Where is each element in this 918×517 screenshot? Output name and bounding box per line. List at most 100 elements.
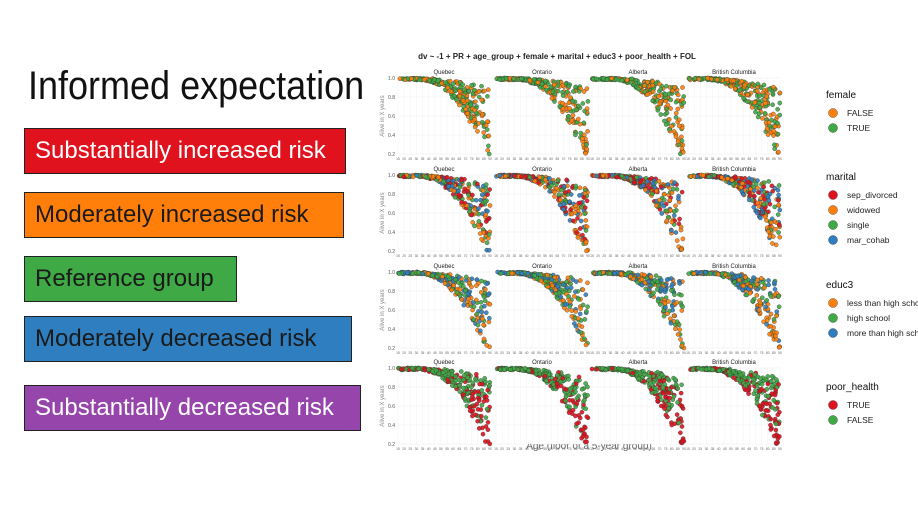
data-point (679, 247, 684, 252)
x-tick-label: 60 (549, 351, 553, 355)
facet-label: Ontario (532, 70, 552, 76)
data-point (624, 175, 630, 180)
data-point (656, 105, 661, 111)
data-point (416, 270, 422, 275)
data-point (756, 111, 762, 116)
data-point (771, 133, 776, 138)
data-point (671, 129, 677, 134)
x-tick-label: 60 (549, 157, 553, 161)
x-tick-label: 20 (596, 254, 600, 258)
data-point (692, 76, 698, 81)
data-point (768, 427, 774, 432)
data-point (664, 218, 670, 224)
data-point (472, 403, 477, 409)
data-point (742, 82, 748, 88)
data-point (486, 247, 492, 253)
data-point (661, 390, 666, 396)
y-tick-label: 0.8 (388, 385, 395, 391)
facet-label: British Columbia (712, 360, 756, 366)
data-point (585, 280, 590, 286)
data-point (755, 393, 761, 398)
data-point (485, 119, 490, 124)
data-point (731, 375, 736, 380)
data-point (677, 216, 682, 222)
data-point (681, 149, 686, 155)
data-point (673, 326, 678, 332)
data-point (678, 390, 684, 396)
x-tick-label: 25 (506, 351, 510, 355)
data-point (776, 293, 781, 299)
data-point (584, 439, 589, 445)
data-point (572, 293, 577, 299)
x-tick-label: 55 (639, 157, 643, 161)
data-point (583, 205, 588, 210)
data-point (574, 401, 580, 406)
data-point (662, 197, 667, 203)
data-point (731, 369, 736, 374)
data-point (573, 132, 578, 138)
data-point (666, 390, 672, 396)
x-tick-label: 65 (651, 254, 655, 258)
data-point (568, 207, 573, 212)
legend-label: high school (847, 313, 890, 323)
data-point (487, 383, 492, 388)
data-point (479, 388, 485, 393)
data-point (562, 302, 568, 308)
data-point (466, 181, 472, 187)
legend-title: poor_health (826, 382, 879, 393)
x-tick-label: 65 (457, 254, 461, 258)
x-tick-label: 50 (633, 351, 637, 355)
legend-key (828, 328, 838, 338)
data-point (686, 271, 691, 276)
data-point (573, 324, 579, 329)
legend-label: widowed (846, 205, 880, 215)
data-point (775, 131, 781, 137)
data-point (679, 138, 685, 144)
x-tick-label: 65 (747, 447, 751, 451)
data-point (666, 126, 672, 132)
data-point (462, 373, 467, 378)
data-point (659, 372, 665, 377)
data-point (743, 279, 749, 284)
data-point (662, 301, 668, 306)
x-tick-label: 50 (537, 254, 541, 258)
data-point (679, 424, 685, 429)
legend-title: female (826, 90, 856, 101)
chart-title: dv ~ -1 + PR + age_group + female + mari… (418, 52, 696, 61)
facet-label: British Columbia (712, 70, 756, 76)
data-point (482, 303, 487, 309)
data-point (519, 76, 524, 82)
data-point (641, 372, 647, 377)
data-point (690, 367, 696, 373)
data-point (471, 317, 476, 322)
x-tick-label: 85 (676, 447, 680, 451)
y-tick-label: 0.4 (388, 327, 395, 333)
data-point (777, 100, 783, 106)
legend-key (828, 415, 838, 425)
data-point (583, 218, 589, 223)
data-point (635, 272, 641, 278)
data-point (574, 230, 579, 235)
x-tick-label: 65 (457, 351, 461, 355)
x-tick-label: 15 (590, 254, 594, 258)
data-point (665, 376, 671, 382)
data-point (609, 76, 615, 81)
data-point (678, 416, 683, 421)
data-point (761, 184, 767, 190)
x-tick-label: 65 (555, 447, 559, 451)
data-point (486, 232, 492, 237)
data-point (656, 94, 661, 99)
x-tick-label: 65 (747, 351, 751, 355)
data-point (466, 192, 471, 198)
data-point (664, 106, 670, 111)
data-point (672, 292, 677, 298)
data-point (554, 372, 560, 378)
data-point (573, 381, 579, 387)
data-point (453, 378, 458, 383)
data-point (766, 229, 771, 234)
data-point (698, 367, 704, 372)
data-point (472, 107, 478, 113)
x-tick-label: 35 (615, 351, 619, 355)
x-tick-label: 45 (627, 447, 631, 451)
data-point (583, 292, 589, 297)
